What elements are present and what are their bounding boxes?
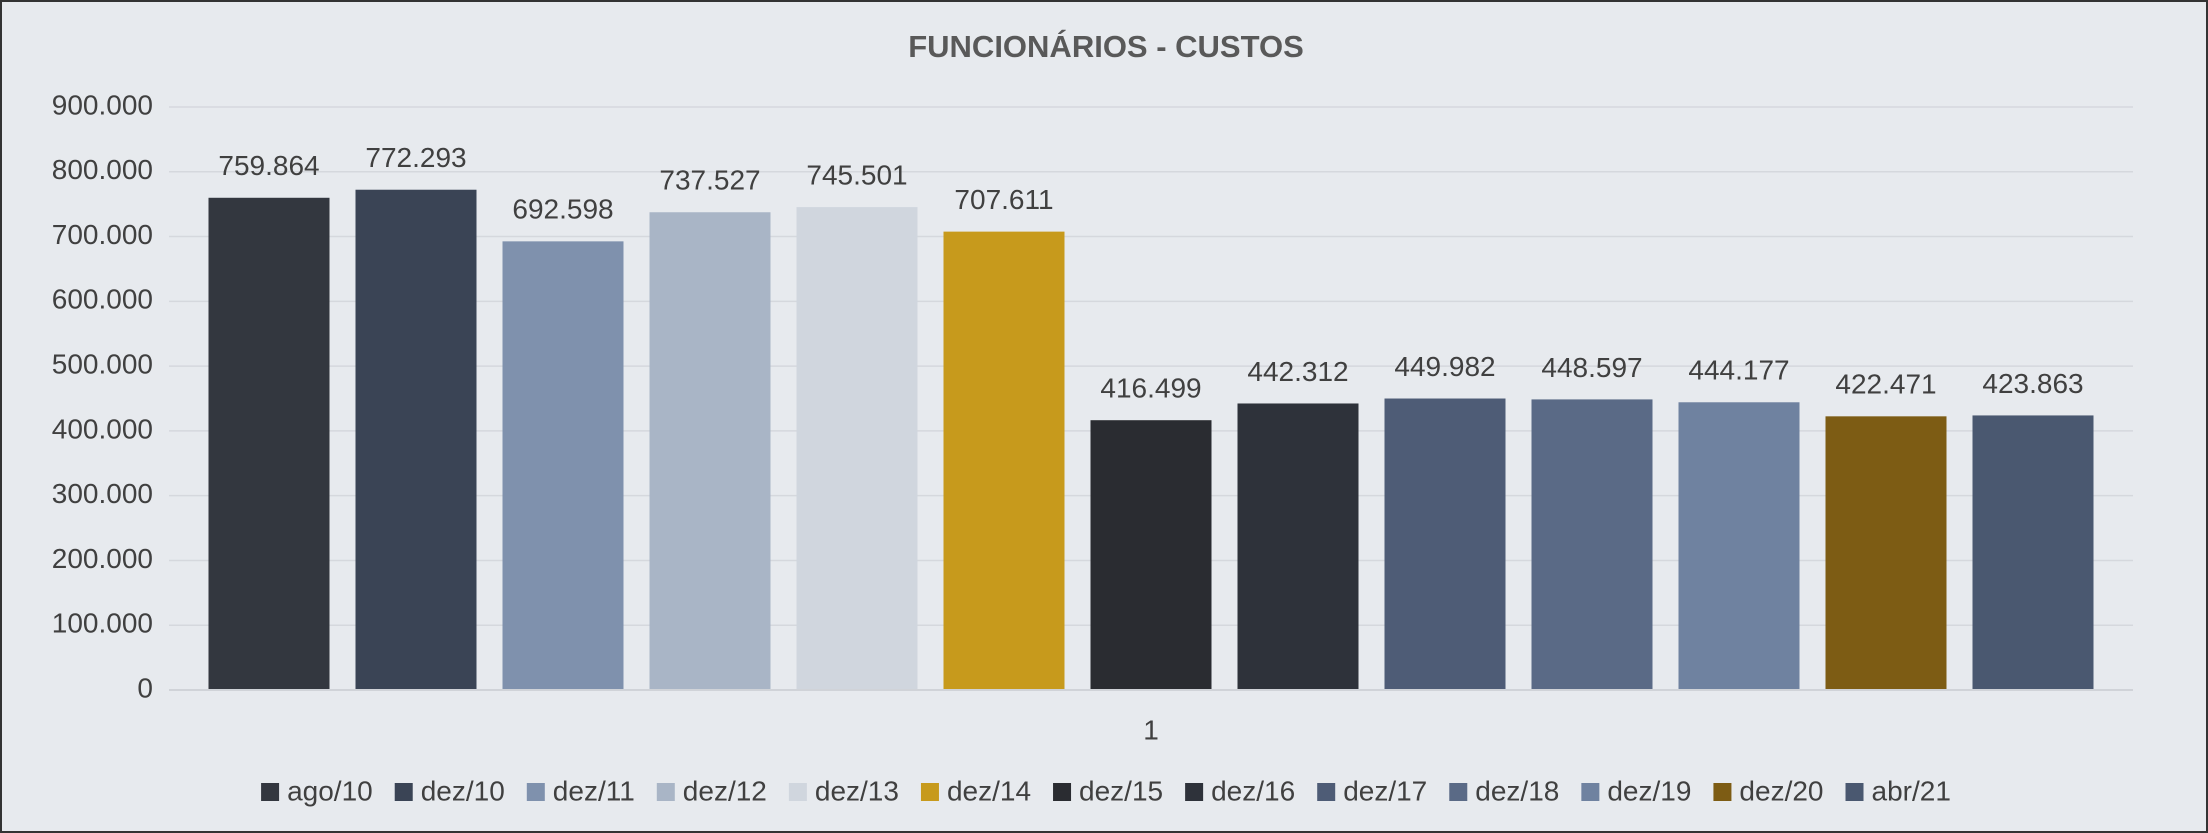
legend-swatch	[1845, 783, 1864, 801]
data-label: 423.863	[1982, 368, 2083, 399]
legend-label: dez/19	[1607, 775, 1691, 806]
data-label: 692.598	[512, 194, 613, 225]
y-tick-label: 0	[137, 672, 153, 703]
bar	[649, 212, 771, 690]
y-tick-label: 100.000	[52, 608, 153, 639]
legend-swatch	[261, 783, 280, 801]
legend-label: abr/21	[1872, 775, 1951, 806]
legend-swatch	[1581, 783, 1600, 801]
bar	[208, 197, 330, 691]
data-label: 416.499	[1100, 373, 1201, 404]
data-label: 444.177	[1688, 355, 1789, 386]
legend-label: ago/10	[287, 775, 373, 806]
data-label: 449.982	[1394, 351, 1495, 382]
bar	[1090, 420, 1212, 690]
y-tick-label: 900.000	[52, 89, 153, 120]
legend-swatch	[1449, 783, 1468, 801]
bar	[1531, 399, 1653, 690]
bar	[355, 189, 477, 690]
bar	[796, 207, 918, 690]
legend-label: dez/16	[1211, 775, 1295, 806]
bar	[1825, 416, 1947, 690]
data-label: 745.501	[806, 159, 907, 190]
legend-swatch	[1053, 783, 1072, 801]
legend-swatch	[788, 783, 807, 801]
data-label: 707.611	[954, 184, 1053, 215]
legend-label: dez/10	[421, 775, 505, 806]
legend-label: dez/14	[947, 775, 1031, 806]
data-label: 422.471	[1835, 369, 1936, 400]
data-label: 737.527	[659, 165, 760, 196]
legend-label: dez/20	[1739, 775, 1823, 806]
data-label: 442.312	[1247, 356, 1348, 387]
y-tick-label: 400.000	[52, 413, 153, 444]
data-label: 448.597	[1541, 352, 1642, 383]
chart-title: FUNCIONÁRIOS - CUSTOS	[908, 29, 1304, 64]
bar	[1237, 403, 1359, 690]
legend-swatch	[920, 783, 939, 801]
y-tick-label: 700.000	[52, 219, 153, 250]
y-tick-label: 200.000	[52, 543, 153, 574]
data-label: 772.293	[365, 142, 466, 173]
legend-label: dez/15	[1079, 775, 1163, 806]
legend-swatch	[1185, 783, 1204, 801]
legend-label: dez/11	[553, 775, 635, 806]
legend-swatch	[1713, 783, 1732, 801]
y-tick-label: 600.000	[52, 284, 153, 315]
legend-swatch	[656, 783, 675, 801]
bar	[943, 231, 1065, 691]
y-tick-label: 500.000	[52, 349, 153, 380]
y-tick-label: 300.000	[52, 478, 153, 509]
legend-swatch	[526, 783, 545, 801]
legend-label: dez/17	[1343, 775, 1427, 806]
legend-swatch	[394, 783, 413, 801]
bar	[502, 241, 624, 690]
legend-label: dez/12	[683, 775, 767, 806]
x-tick-label: 1	[1143, 714, 1159, 745]
legend-label: dez/13	[815, 775, 899, 806]
legend-swatch	[1317, 783, 1336, 801]
y-tick-label: 800.000	[52, 154, 153, 185]
bar	[1678, 402, 1800, 690]
bar	[1972, 415, 2094, 690]
bar	[1384, 398, 1506, 690]
legend-label: dez/18	[1475, 775, 1559, 806]
data-label: 759.864	[218, 150, 319, 181]
